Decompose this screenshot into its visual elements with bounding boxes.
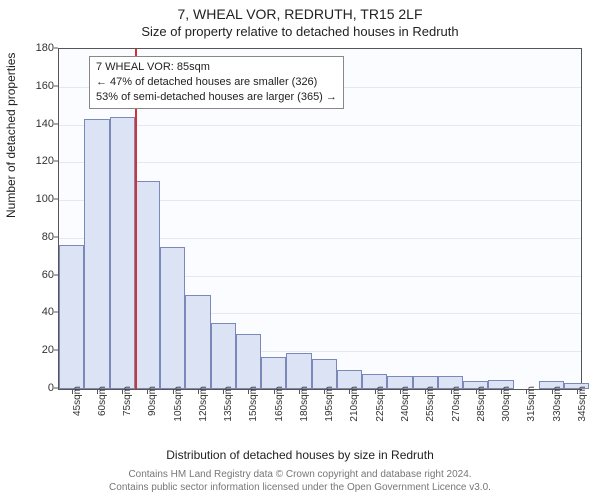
x-tick-label: 345sqm: [577, 386, 588, 422]
annotation-box: 7 WHEAL VOR: 85sqm ← 47% of detached hou…: [89, 56, 344, 109]
x-tick-label: 300sqm: [501, 386, 512, 422]
x-tick-label: 90sqm: [147, 386, 158, 416]
histogram-bar: [236, 334, 261, 389]
y-tick-label: 80: [32, 231, 54, 243]
y-tick-label: 160: [32, 80, 54, 92]
y-tick-label: 0: [32, 382, 54, 394]
y-tick-label: 120: [32, 155, 54, 167]
x-tick-label: 210sqm: [349, 386, 360, 422]
x-axis-label: Distribution of detached houses by size …: [0, 448, 600, 462]
x-tick-label: 75sqm: [122, 386, 133, 416]
chart-title: 7, WHEAL VOR, REDRUTH, TR15 2LF: [0, 0, 600, 22]
x-tick-label: 240sqm: [400, 386, 411, 422]
footer-attribution: Contains HM Land Registry data © Crown c…: [0, 468, 600, 494]
x-tick-label: 270sqm: [451, 386, 462, 422]
histogram-bar: [185, 295, 210, 389]
x-tick-label: 225sqm: [375, 386, 386, 422]
chart-subtitle: Size of property relative to detached ho…: [0, 22, 600, 39]
y-tick-label: 20: [32, 344, 54, 356]
histogram-bar: [286, 353, 311, 389]
x-tick-label: 135sqm: [223, 386, 234, 422]
x-tick-label: 120sqm: [198, 386, 209, 422]
x-tick-label: 330sqm: [552, 386, 563, 422]
annotation-line2: ← 47% of detached houses are smaller (32…: [96, 75, 337, 90]
histogram-bar: [84, 119, 109, 389]
x-tick-label: 180sqm: [299, 386, 310, 422]
footer-line2: Contains public sector information licen…: [0, 481, 600, 494]
x-tick-label: 45sqm: [72, 386, 83, 416]
y-tick-label: 100: [32, 193, 54, 205]
x-tick-label: 60sqm: [97, 386, 108, 416]
histogram-bar: [160, 247, 185, 389]
histogram-bar: [59, 245, 84, 389]
histogram-bar: [135, 181, 160, 389]
y-axis-label: Number of detached properties: [4, 53, 18, 218]
x-tick-label: 255sqm: [425, 386, 436, 422]
histogram-bar: [312, 359, 337, 389]
histogram-bar: [110, 117, 135, 389]
histogram-bar: [211, 323, 236, 389]
x-tick-label: 150sqm: [248, 386, 259, 422]
x-tick-label: 285sqm: [476, 386, 487, 422]
x-tick-label: 165sqm: [274, 386, 285, 422]
histogram-bar: [261, 357, 286, 389]
footer-line1: Contains HM Land Registry data © Crown c…: [0, 468, 600, 481]
y-tick-label: 180: [32, 42, 54, 54]
annotation-line3: 53% of semi-detached houses are larger (…: [96, 90, 337, 105]
x-tick-label: 315sqm: [526, 386, 537, 422]
plot-area: 7 WHEAL VOR: 85sqm ← 47% of detached hou…: [58, 48, 582, 390]
annotation-line1: 7 WHEAL VOR: 85sqm: [96, 60, 337, 75]
x-tick-label: 105sqm: [173, 386, 184, 422]
y-tick-label: 140: [32, 118, 54, 130]
chart-container: 7, WHEAL VOR, REDRUTH, TR15 2LF Size of …: [0, 0, 600, 500]
y-tick-label: 40: [32, 306, 54, 318]
y-tick-label: 60: [32, 269, 54, 281]
x-tick-label: 195sqm: [324, 386, 335, 422]
